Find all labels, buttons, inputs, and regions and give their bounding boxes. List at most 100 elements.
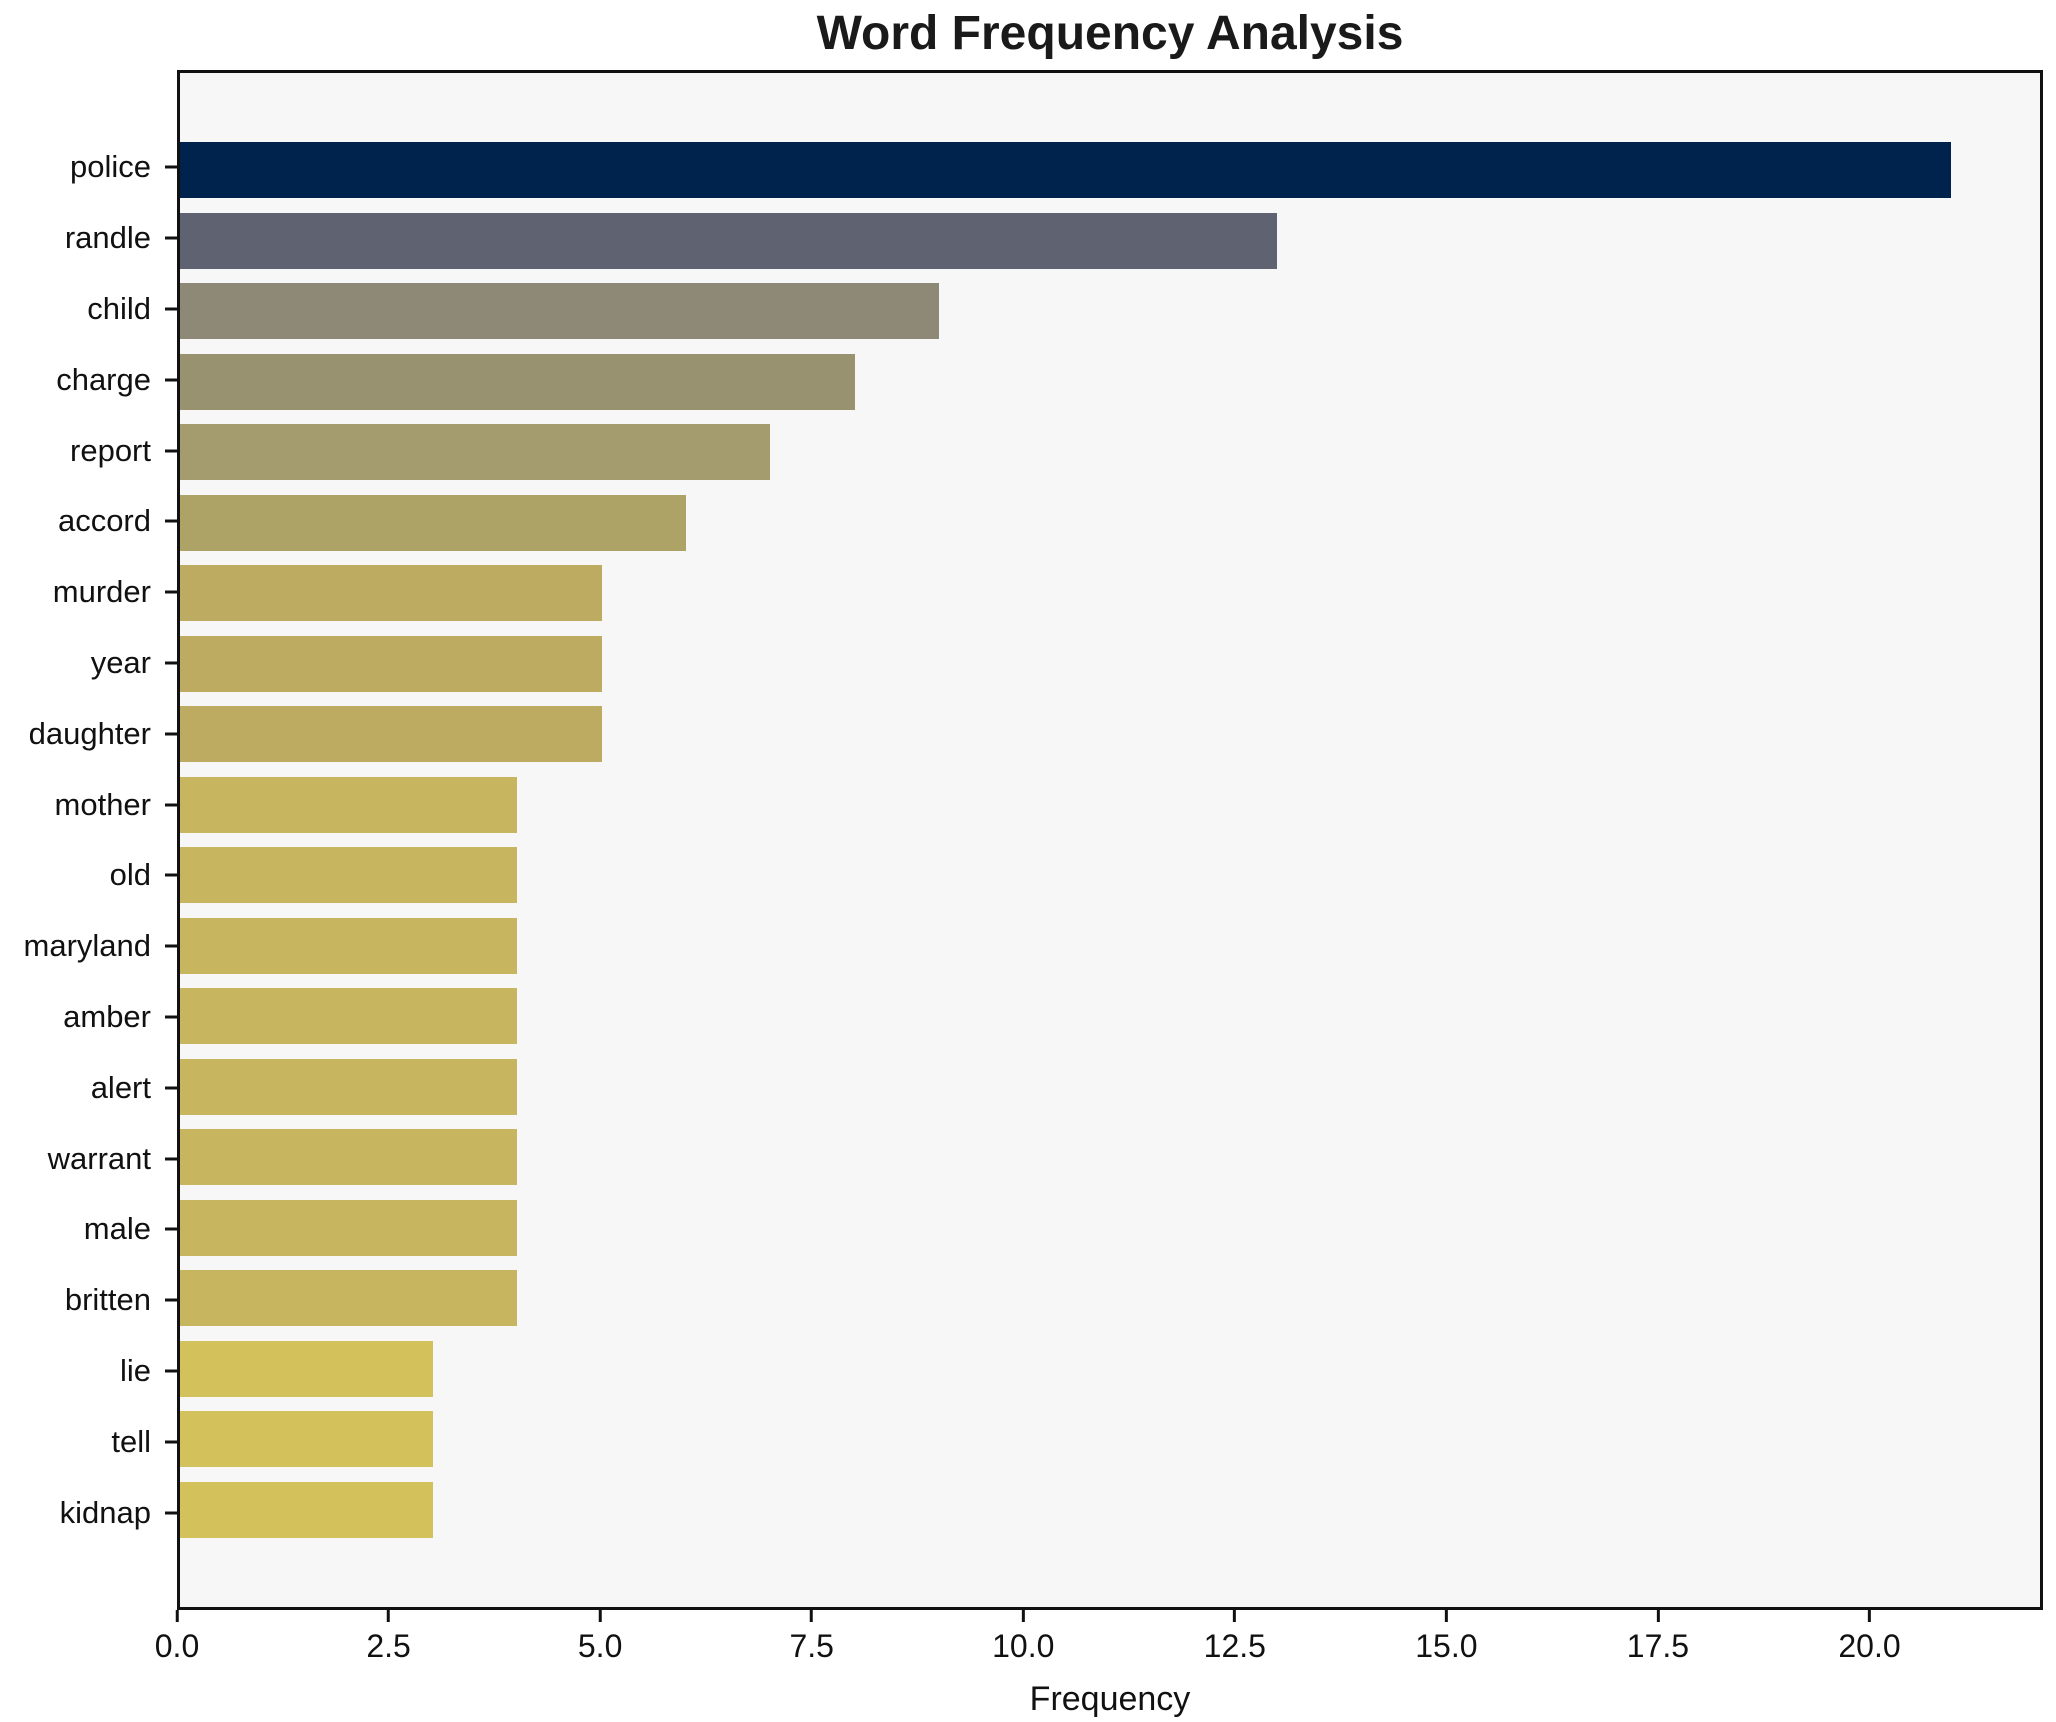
bar: [180, 1199, 518, 1256]
bar-row: [180, 488, 2040, 559]
bar-row: [180, 1475, 2040, 1546]
y-tick-mark: [165, 1511, 177, 1515]
y-axis-cell: warrant: [0, 1123, 177, 1194]
y-axis-cell: alert: [0, 1052, 177, 1123]
bar-row: [180, 1263, 2040, 1334]
y-axis-label: kidnap: [59, 1494, 151, 1530]
x-tick: 10.0: [992, 1610, 1054, 1665]
bar: [180, 776, 518, 833]
y-axis-label: old: [109, 857, 151, 893]
y-axis-cell: maryland: [0, 911, 177, 982]
x-tick-mark: [1868, 1610, 1872, 1622]
bar: [180, 1129, 518, 1186]
y-tick-mark: [165, 1086, 177, 1090]
bar-row: [180, 1334, 2040, 1405]
y-axis-cell: report: [0, 415, 177, 486]
y-axis-cell: year: [0, 628, 177, 699]
bar-row: [180, 911, 2040, 982]
bar: [180, 424, 771, 481]
y-tick-mark: [165, 661, 177, 665]
y-axis-label: tell: [111, 1423, 151, 1459]
bar: [180, 1270, 518, 1327]
bar: [180, 1481, 434, 1538]
chart-title: Word Frequency Analysis: [816, 7, 1404, 60]
y-axis-label: warrant: [47, 1140, 151, 1176]
y-axis-cell: child: [0, 274, 177, 345]
x-tick-label: 5.0: [577, 1628, 623, 1664]
y-axis-cell: britten: [0, 1265, 177, 1336]
bar-row: [180, 1404, 2040, 1475]
y-axis-label: charge: [56, 361, 151, 397]
y-axis-label: accord: [57, 503, 151, 539]
x-tick-label: 7.5: [789, 1628, 834, 1664]
y-tick-mark: [165, 307, 177, 311]
y-axis-cell: charge: [0, 344, 177, 415]
x-tick: 7.5: [789, 1610, 834, 1665]
y-axis-cell: tell: [0, 1406, 177, 1477]
y-tick-mark: [165, 236, 177, 240]
y-tick-mark: [165, 378, 177, 382]
bar-row: [180, 347, 2040, 418]
x-tick-label: 2.5: [366, 1628, 411, 1664]
y-axis-label: lie: [119, 1352, 151, 1388]
bar: [180, 917, 518, 974]
y-tick-mark: [165, 732, 177, 736]
x-tick-mark: [387, 1610, 391, 1622]
y-axis-cell: amber: [0, 982, 177, 1053]
y-tick-mark: [165, 803, 177, 807]
bar: [180, 353, 855, 410]
x-tick-label: 0.0: [154, 1628, 200, 1664]
x-tick-label: 15.0: [1415, 1628, 1478, 1664]
x-axis-title: Frequency: [1029, 1680, 1191, 1718]
y-axis-cell: police: [0, 132, 177, 203]
y-axis-cell: old: [0, 840, 177, 911]
x-tick-mark: [175, 1610, 179, 1622]
x-tick-label: 10.0: [992, 1628, 1055, 1664]
y-axis-label: mother: [54, 786, 151, 822]
y-axis-label: child: [87, 290, 151, 326]
bar-row: [180, 417, 2040, 488]
y-tick-mark: [165, 1015, 177, 1019]
y-tick-mark: [165, 449, 177, 453]
y-axis-cell: randle: [0, 203, 177, 274]
bar: [180, 988, 518, 1045]
y-axis-cell: male: [0, 1194, 177, 1265]
y-axis-label: britten: [64, 1282, 151, 1318]
bar-row: [180, 699, 2040, 770]
bar: [180, 706, 602, 763]
y-tick-mark: [165, 1227, 177, 1231]
x-tick-mark: [1021, 1610, 1025, 1622]
plot-area: [177, 70, 2043, 1610]
y-tick-mark: [165, 165, 177, 169]
y-axis-label: report: [70, 432, 151, 468]
bar-row: [180, 629, 2040, 700]
y-tick-mark: [165, 519, 177, 523]
x-tick-label: 17.5: [1626, 1628, 1690, 1664]
bar-row: [180, 206, 2040, 277]
bar: [180, 847, 518, 904]
x-tick-mark: [810, 1610, 814, 1622]
bar: [180, 142, 1952, 199]
y-axis-label: year: [90, 644, 151, 680]
y-axis-cell: kidnap: [0, 1477, 177, 1548]
x-tick: 20.0: [1838, 1610, 1901, 1665]
bar: [180, 565, 602, 622]
x-tick-label: 12.5: [1203, 1628, 1266, 1664]
y-tick-mark: [165, 1157, 177, 1161]
y-tick-mark: [165, 590, 177, 594]
x-tick: 17.5: [1627, 1610, 1689, 1665]
y-axis-label: police: [70, 149, 151, 185]
y-axis-label: male: [83, 1211, 151, 1247]
y-axis-cell: daughter: [0, 698, 177, 769]
x-tick-mark: [598, 1610, 602, 1622]
bar: [180, 1058, 518, 1115]
bar-row: [180, 840, 2040, 911]
y-axis-label: daughter: [28, 715, 151, 751]
bar-row: [180, 135, 2040, 206]
bar: [180, 1340, 434, 1397]
bar-row: [180, 276, 2040, 347]
bar: [180, 635, 602, 692]
bar: [180, 494, 687, 551]
y-axis-label: randle: [64, 220, 151, 256]
bar: [180, 1411, 434, 1468]
